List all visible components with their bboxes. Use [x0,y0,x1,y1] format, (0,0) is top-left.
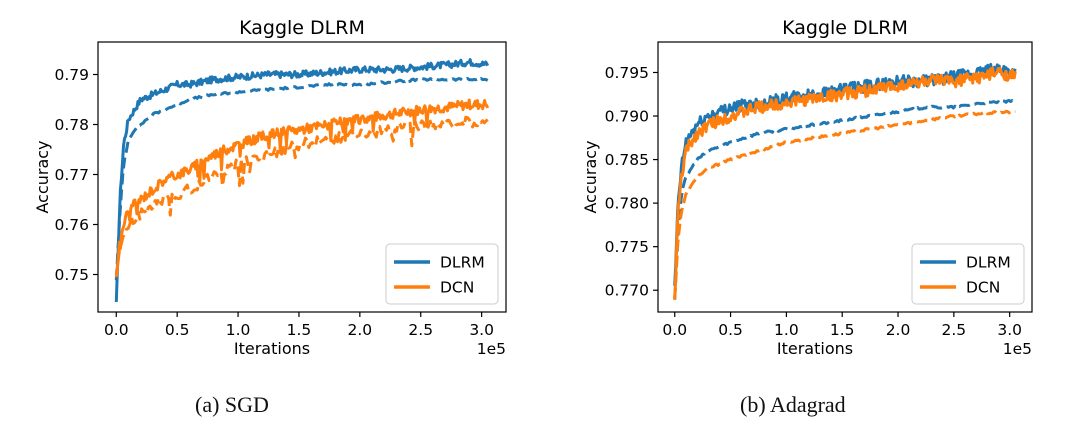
series-line-dlrm-dashed [114,76,489,281]
axes-frame [657,41,1033,313]
legend-label-dcn: DCN [440,279,474,297]
x-tick-label: 2.5 [942,321,967,339]
series-line-dcn-dashed [114,115,489,278]
y-tick-label: 0.78 [54,116,89,134]
axes-frame [97,41,507,313]
x-tick-label: 3.0 [997,321,1022,339]
legend-label-dlrm: DLRM [966,254,1011,272]
y-tick-label: 0.77 [54,166,89,184]
x-tick-label: 1.0 [226,321,251,339]
x-tick-label: 3.0 [469,321,494,339]
x-tick-label: 1.5 [830,321,855,339]
y-tick-label: 0.790 [605,108,649,126]
y-tick-label: 0.795 [605,64,649,82]
y-tick-label: 0.780 [605,195,649,213]
series-line-dlrm-dashed [673,99,1016,300]
legend-label-dcn: DCN [966,279,1000,297]
x-tick-label: 0.0 [104,321,129,339]
series-line-dcn-solid [114,98,490,276]
plot-lines [673,62,1017,300]
x-tick-label: 0.0 [662,321,687,339]
series-line-dlrm-solid [114,58,490,303]
chart-title: Kaggle DLRM [782,17,908,39]
x-tick-label: 0.5 [718,321,743,339]
chart-panel-sgd: Kaggle DLRM 0.0 0.5 1.0 1.5 2.0 2.5 3.0 0.75 0.76… [33,17,507,358]
legend-box [385,243,499,305]
x-offset-text: 1e5 [477,340,506,358]
y-tick-label: 0.75 [54,266,89,284]
caption-adagrad: (b) Adagrad [740,392,846,417]
chart-panel-adagrad: Kaggle DLRM 0.0 0.5 1.0 1.5 2.0 2.5 3.0 0.770 0.7… [581,17,1033,358]
legend: DLRM DCN [911,243,1025,305]
legend: DLRM DCN [385,243,499,305]
x-tick-label: 1.5 [287,321,312,339]
x-tick-label: 2.5 [408,321,433,339]
y-tick-label: 0.770 [605,282,649,300]
y-tick-label: 0.76 [54,216,89,234]
x-tick-label: 0.5 [165,321,190,339]
chart-title: Kaggle DLRM [239,17,365,39]
y-tick-label: 0.785 [605,151,649,169]
y-tick-label: 0.775 [605,238,649,256]
x-offset-text: 1e5 [1003,340,1032,358]
legend-box [911,243,1025,305]
x-axis-label: Iterations [234,339,310,358]
x-tick-label: 1.0 [774,321,799,339]
series-line-dcn-dashed [673,109,1016,299]
x-tick-label: 2.0 [886,321,911,339]
caption-sgd: (a) SGD [195,392,269,417]
legend-label-dlrm: DLRM [440,254,485,272]
y-tick-label: 0.79 [54,66,89,84]
y-axis-label: Accuracy [581,140,600,213]
series-line-dcn-solid [673,66,1017,300]
x-tick-label: 2.0 [348,321,373,339]
plot-lines [114,58,490,303]
y-axis-label: Accuracy [33,140,52,213]
x-axis-label: Iterations [777,339,853,358]
